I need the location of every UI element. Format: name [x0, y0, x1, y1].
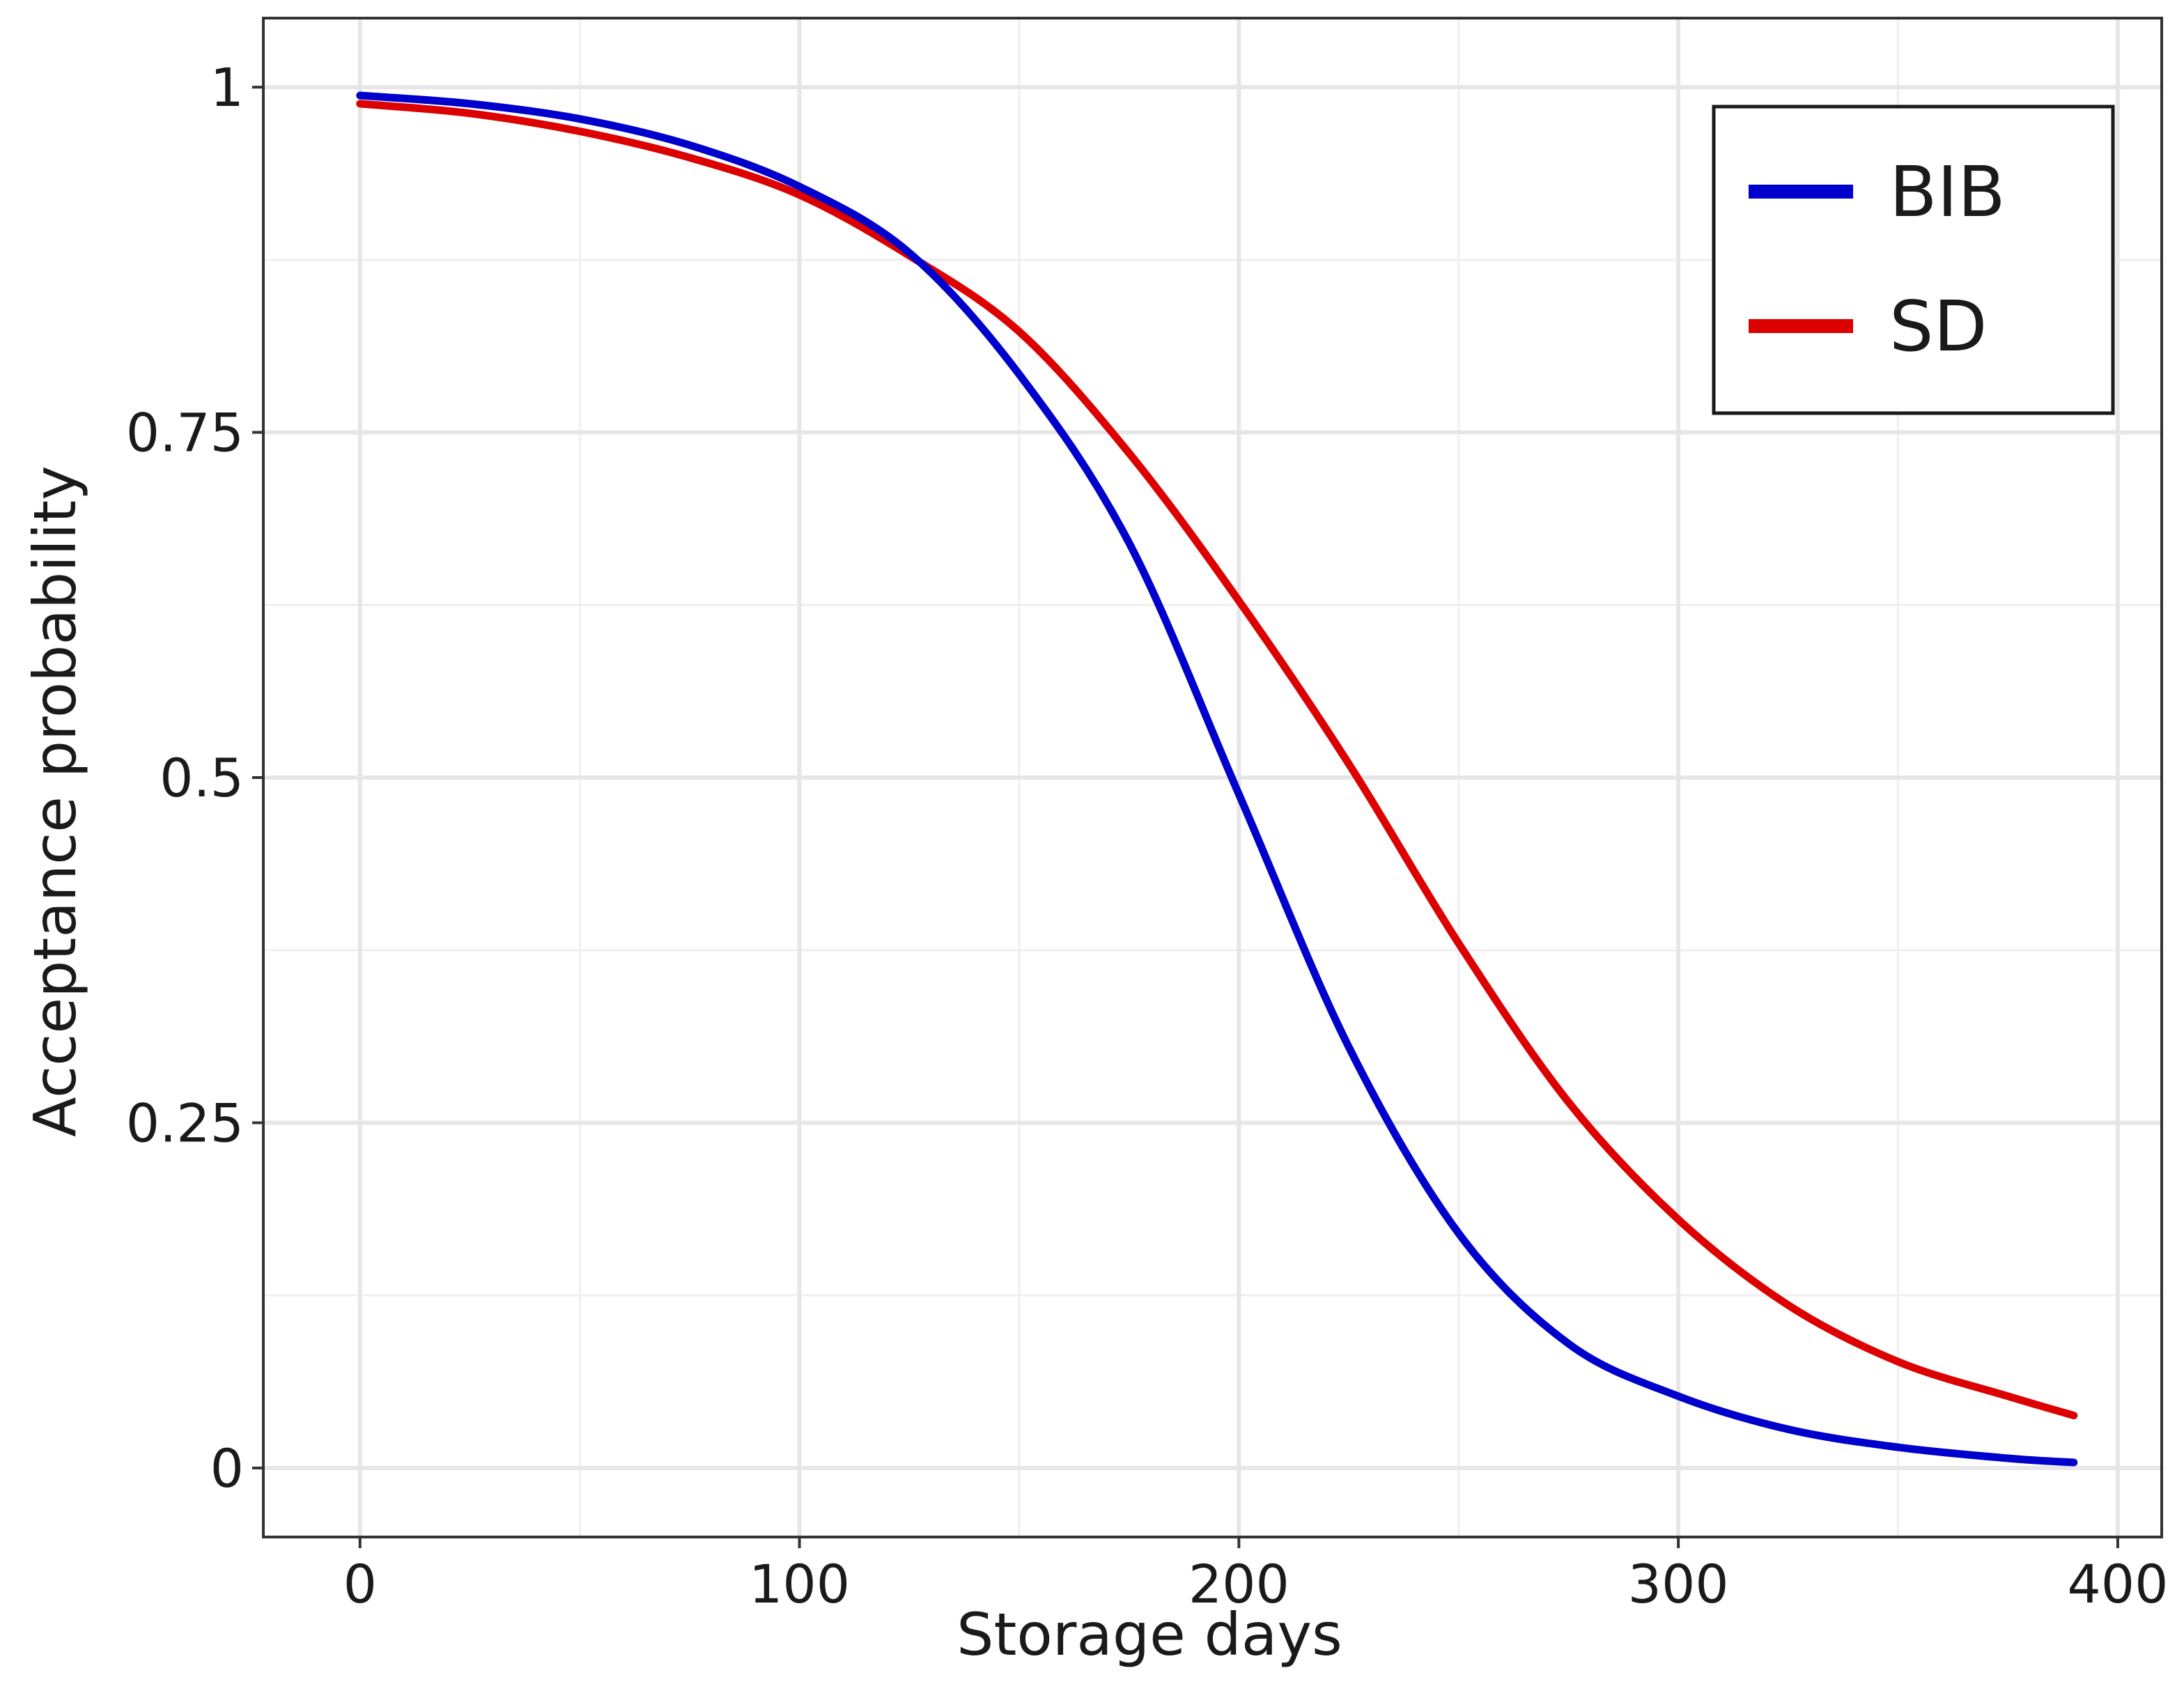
series-lines [356, 91, 2078, 1467]
x-tick-label: 200 [1188, 1553, 1290, 1615]
y-tick-label: 1 [210, 56, 244, 118]
series-line-sd [356, 100, 2078, 1420]
legend-label-sd: SD [1889, 286, 1987, 367]
y-axis-title: Acceptance probability [21, 465, 89, 1137]
axis-ticks: 0 100 200 300 400 0 0.25 0.5 0.75 1 [126, 56, 2169, 1615]
y-tick-label: 0.5 [160, 747, 244, 809]
x-tick-label: 0 [343, 1553, 377, 1615]
legend-label-bib: BIB [1889, 151, 2006, 233]
series-line-bib [356, 91, 2078, 1467]
x-tick-label: 300 [1628, 1553, 1729, 1615]
y-tick-label: 0.75 [126, 402, 244, 464]
legend-box [1712, 105, 2115, 415]
y-tick-label: 0.25 [126, 1092, 244, 1154]
x-tick-label: 400 [2067, 1553, 2168, 1615]
x-axis-title: Storage days [957, 1600, 1342, 1669]
x-tick-label: 100 [749, 1553, 850, 1615]
y-tick-label: 0 [210, 1437, 244, 1499]
legend: BIB SD [1712, 105, 2115, 415]
